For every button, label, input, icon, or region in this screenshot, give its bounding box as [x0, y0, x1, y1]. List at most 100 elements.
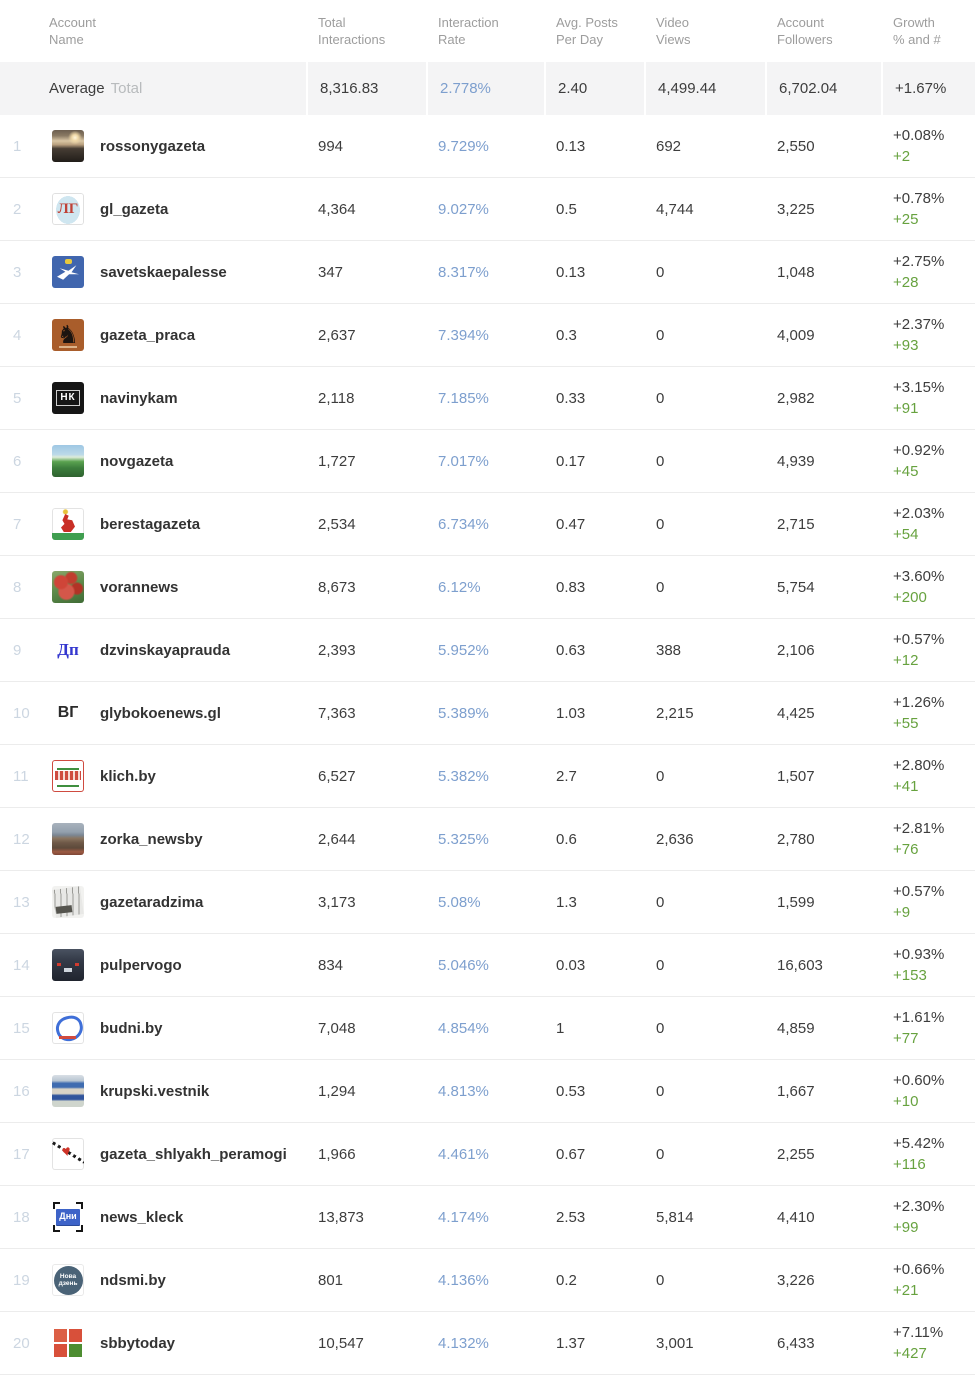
column-header-interaction-rate[interactable]: Interaction Rate: [426, 0, 544, 62]
growth-percent: +3.60%: [893, 568, 945, 585]
account-avatar[interactable]: [52, 319, 84, 351]
interaction-rate-link[interactable]: 9.729%: [438, 137, 489, 155]
interaction-rate-link[interactable]: 8.317%: [438, 263, 489, 281]
account-row[interactable]: 3 savetskaepalesse 347 8.317% 0.13 0 1,0…: [0, 241, 975, 304]
account-name[interactable]: gazetaradzima: [100, 893, 204, 911]
account-avatar[interactable]: [52, 949, 84, 981]
account-row[interactable]: 4 gazeta_praca 2,637 7.394% 0.3 0 4,009 …: [0, 304, 975, 367]
account-avatar[interactable]: ЛГ: [52, 193, 84, 225]
account-avatar[interactable]: [52, 508, 84, 540]
column-header-growth[interactable]: Growth % and #: [881, 0, 975, 62]
account-name[interactable]: dzvinskayaprauda: [100, 641, 231, 659]
account-row[interactable]: 17 gazeta_shlyakh_peramogi 1,966 4.461% …: [0, 1123, 975, 1186]
account-avatar[interactable]: [52, 886, 84, 918]
average-label: Average: [49, 80, 105, 97]
account-name[interactable]: navinykam: [100, 389, 178, 407]
account-row[interactable]: 8 vorannews 8,673 6.12% 0.83 0 5,754 +3.…: [0, 556, 975, 619]
account-avatar[interactable]: Дни: [52, 1201, 84, 1233]
interaction-rate-link[interactable]: 4.854%: [438, 1019, 489, 1037]
account-name[interactable]: vorannews: [100, 578, 179, 596]
account-name[interactable]: ndsmi.by: [100, 1271, 166, 1289]
account-row[interactable]: 14 pulpervogo 834 5.046% 0.03 0 16,603 +…: [0, 934, 975, 997]
account-row[interactable]: 19 Нова дзень ndsmi.by 801 4.136% 0.2 0 …: [0, 1249, 975, 1312]
account-avatar[interactable]: [52, 256, 84, 288]
account-avatar[interactable]: [52, 571, 84, 603]
growth-percent: +0.60%: [893, 1072, 945, 1089]
account-row[interactable]: 10 ВГ glybokoenews.gl 7,363 5.389% 1.03 …: [0, 682, 975, 745]
interaction-rate-link[interactable]: 7.017%: [438, 452, 489, 470]
column-header-account-name[interactable]: Account Name: [0, 0, 306, 62]
account-avatar[interactable]: [52, 130, 84, 162]
growth-cell: +7.11% +427: [881, 1322, 975, 1364]
account-avatar[interactable]: Дп: [52, 634, 84, 666]
account-row[interactable]: 16 krupski.vestnik 1,294 4.813% 0.53 0 1…: [0, 1060, 975, 1123]
account-name[interactable]: savetskaepalesse: [100, 263, 227, 281]
interaction-rate-link[interactable]: 6.734%: [438, 515, 489, 533]
column-header-total-interactions[interactable]: Total Interactions: [306, 0, 426, 62]
account-avatar[interactable]: [52, 1075, 84, 1107]
account-row[interactable]: 5 НК navinykam 2,118 7.185% 0.33 0 2,982…: [0, 367, 975, 430]
account-avatar[interactable]: Нова дзень: [52, 1264, 84, 1296]
interaction-rate-link[interactable]: 5.08%: [438, 893, 481, 911]
account-row[interactable]: 12 zorka_newsby 2,644 5.325% 0.6 2,636 2…: [0, 808, 975, 871]
account-name[interactable]: news_kleck: [100, 1208, 184, 1226]
column-header-video-views[interactable]: Video Views: [644, 0, 765, 62]
account-cell: zorka_newsby: [40, 823, 306, 855]
account-name[interactable]: klich.by: [100, 767, 156, 785]
growth-cell: +2.80% +41: [881, 755, 975, 797]
interaction-rate-link[interactable]: 4.136%: [438, 1271, 489, 1289]
account-row[interactable]: 9 Дп dzvinskayaprauda 2,393 5.952% 0.63 …: [0, 619, 975, 682]
interaction-rate-link[interactable]: 7.185%: [438, 389, 489, 407]
interaction-rate-link[interactable]: 4.174%: [438, 1208, 489, 1226]
account-avatar[interactable]: [52, 1138, 84, 1170]
interaction-rate-link[interactable]: 5.952%: [438, 641, 489, 659]
video-views-value: 388: [656, 641, 682, 659]
interaction-rate-link[interactable]: 4.132%: [438, 1334, 489, 1352]
account-row[interactable]: 6 novgazeta 1,727 7.017% 0.17 0 4,939 +0…: [0, 430, 975, 493]
account-name[interactable]: budni.by: [100, 1019, 163, 1037]
account-row[interactable]: 2 ЛГ gl_gazeta 4,364 9.027% 0.5 4,744 3,…: [0, 178, 975, 241]
interaction-rate-link[interactable]: 9.027%: [438, 200, 489, 218]
account-name[interactable]: sbbytoday: [100, 1334, 176, 1352]
interaction-rate-link[interactable]: 7.394%: [438, 326, 489, 344]
interaction-rate-link[interactable]: 4.813%: [438, 1082, 489, 1100]
account-row[interactable]: 20 sbbytoday 10,547 4.132% 1.37 3,001 6,…: [0, 1312, 975, 1375]
account-row[interactable]: 18 Дни news_kleck 13,873 4.174% 2.53 5,8…: [0, 1186, 975, 1249]
interaction-rate-link[interactable]: 5.046%: [438, 956, 489, 974]
account-name[interactable]: zorka_newsby: [100, 830, 203, 848]
account-name[interactable]: krupski.vestnik: [100, 1082, 210, 1100]
column-header-avg-posts-per-day[interactable]: Avg. Posts Per Day: [544, 0, 644, 62]
rank-number: 8: [13, 578, 22, 596]
account-avatar[interactable]: [52, 823, 84, 855]
account-name[interactable]: pulpervogo: [100, 956, 182, 974]
interaction-rate-link[interactable]: 5.325%: [438, 830, 489, 848]
account-avatar[interactable]: НК: [52, 382, 84, 414]
account-name[interactable]: gl_gazeta: [100, 200, 169, 218]
interaction-rate-link[interactable]: 4.461%: [438, 1145, 489, 1163]
account-avatar[interactable]: [52, 445, 84, 477]
account-name[interactable]: gazeta_shlyakh_peramogi: [100, 1145, 287, 1163]
account-row[interactable]: 15 budni.by 7,048 4.854% 1 0 4,859 +1.61…: [0, 997, 975, 1060]
account-avatar[interactable]: [52, 1012, 84, 1044]
column-header-account-followers[interactable]: Account Followers: [765, 0, 881, 62]
account-name[interactable]: novgazeta: [100, 452, 174, 470]
account-name[interactable]: berestagazeta: [100, 515, 201, 533]
account-avatar[interactable]: ВГ: [52, 697, 84, 729]
interaction-rate-link[interactable]: 6.12%: [438, 578, 481, 596]
account-avatar[interactable]: [52, 760, 84, 792]
account-name[interactable]: glybokoenews.gl: [100, 704, 221, 722]
interaction-rate-link[interactable]: 5.389%: [438, 704, 489, 722]
avatar-monogram: Нова дзень: [53, 1265, 83, 1295]
account-row[interactable]: 1 rossonygazeta 994 9.729% 0.13 692 2,55…: [0, 115, 975, 178]
growth-cell: +2.30% +99: [881, 1196, 975, 1238]
account-row[interactable]: 7 berestagazeta 2,534 6.734% 0.47 0 2,71…: [0, 493, 975, 556]
average-row: Average Total 8,316.83 2.778% 2.40 4,499…: [0, 62, 975, 115]
account-name[interactable]: rossonygazeta: [100, 137, 206, 155]
account-row[interactable]: 11 klich.by 6,527 5.382% 2.7 0 1,507 +2.…: [0, 745, 975, 808]
account-name[interactable]: gazeta_praca: [100, 326, 196, 344]
rank-number: 12: [13, 830, 30, 848]
avg-posts-per-day-value: 0.17: [556, 452, 586, 470]
account-avatar[interactable]: [52, 1327, 84, 1359]
account-row[interactable]: 13 gazetaradzima 3,173 5.08% 1.3 0 1,599…: [0, 871, 975, 934]
interaction-rate-link[interactable]: 5.382%: [438, 767, 489, 785]
